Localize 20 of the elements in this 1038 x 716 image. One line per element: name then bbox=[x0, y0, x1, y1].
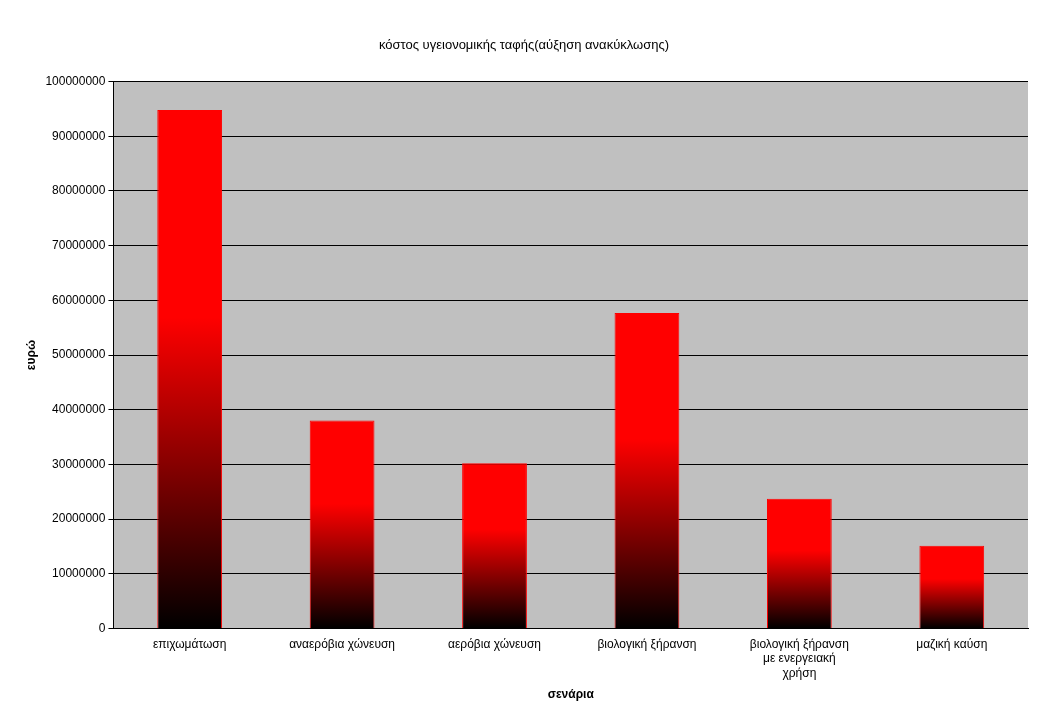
x-axis-title: σενάρια bbox=[547, 687, 595, 702]
y-tick-label: 30000000 bbox=[52, 456, 106, 471]
x-tick-label: αναερόβια χώνευση bbox=[289, 636, 396, 651]
x-tick-label: βιολογική ξήρανση bbox=[597, 636, 697, 651]
y-tick-label: 70000000 bbox=[52, 237, 106, 252]
x-tick-label: βιολογική ξήρανση με ενεργειακή χρήση bbox=[749, 636, 849, 680]
x-tick-label: μαζική καύση bbox=[916, 636, 988, 651]
y-tick-label: 100000000 bbox=[45, 73, 106, 88]
y-tick-label: 40000000 bbox=[52, 401, 106, 416]
y-tick-label: 20000000 bbox=[52, 511, 106, 526]
y-tick-label: 60000000 bbox=[52, 292, 106, 307]
y-tick-label: 10000000 bbox=[52, 566, 106, 581]
y-tick-label: 0 bbox=[98, 620, 106, 635]
x-tick-label: αερόβια χώνευση bbox=[448, 636, 542, 651]
y-tick-label: 90000000 bbox=[52, 128, 106, 143]
x-tick-label: επιχωμάτωση bbox=[152, 636, 227, 651]
y-tick-label: 50000000 bbox=[52, 347, 106, 362]
y-tick-label: 80000000 bbox=[52, 183, 106, 198]
chart-title: κόστος υγειονομικής ταφής(αύξηση ανακύκλωσης) bbox=[378, 37, 670, 53]
y-axis-title: ευρώ bbox=[23, 339, 38, 371]
